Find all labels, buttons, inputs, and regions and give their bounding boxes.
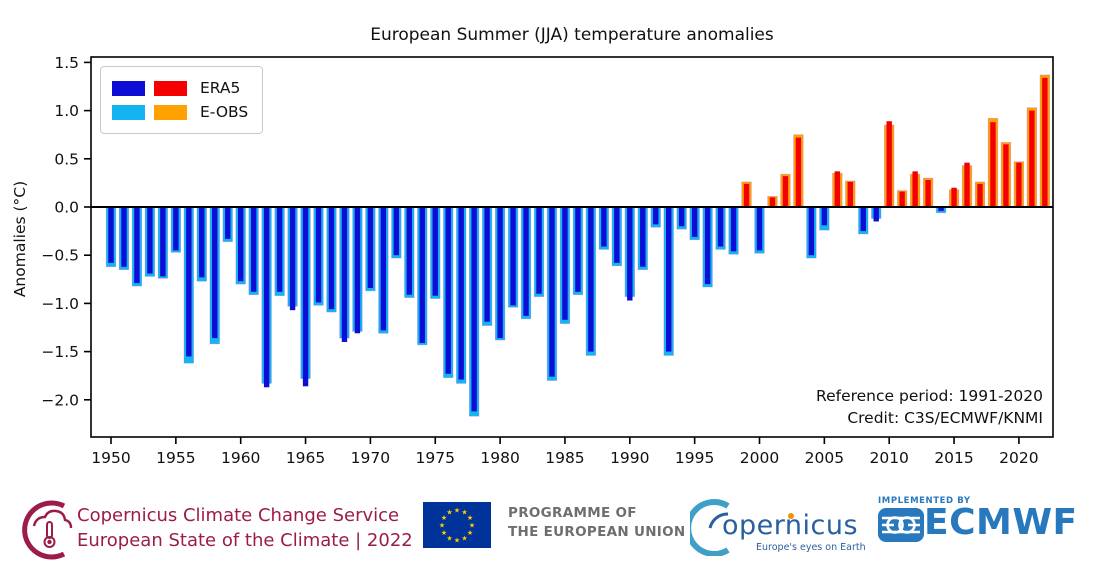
svg-text:1990: 1990 — [610, 449, 649, 467]
eu-line1: PROGRAMME OF — [508, 505, 637, 521]
legend-label-eobs: E-OBS — [200, 103, 249, 121]
svg-text:★: ★ — [441, 529, 447, 537]
svg-text:1995: 1995 — [675, 449, 714, 467]
copernicus-logo — [690, 499, 730, 556]
copernicus-tagline: Europe's eyes on Earth — [756, 542, 866, 553]
svg-text:1.5: 1.5 — [54, 54, 79, 72]
logo-footer: Copernicus Climate Change Service Europe… — [0, 480, 1100, 582]
svg-text:2005: 2005 — [805, 449, 844, 467]
eobs-cyan-swatch — [112, 104, 145, 120]
reference-annotation: Reference period: 1991-2020 Credit: C3S/… — [816, 385, 1043, 429]
svg-text:2020: 2020 — [999, 449, 1038, 467]
svg-text:1950: 1950 — [91, 449, 130, 467]
chart-title: European Summer (JJA) temperature anomal… — [370, 25, 774, 45]
svg-text:★: ★ — [441, 514, 447, 522]
svg-text:0.5: 0.5 — [54, 150, 79, 168]
svg-text:1965: 1965 — [286, 449, 325, 467]
legend-row-era5: ERA5 — [112, 76, 248, 100]
chart-legend: ERA5 E-OBS — [100, 66, 264, 134]
era5-blue-swatch — [112, 80, 145, 96]
svg-text:★: ★ — [439, 522, 445, 530]
eobs-orange-swatch — [154, 104, 187, 120]
svg-text:−1.5: −1.5 — [41, 343, 79, 361]
svg-text:★: ★ — [467, 514, 473, 522]
svg-text:1970: 1970 — [351, 449, 390, 467]
svg-text:2015: 2015 — [934, 449, 973, 467]
svg-text:★: ★ — [469, 522, 475, 530]
svg-text:★: ★ — [446, 535, 452, 543]
svg-text:★: ★ — [461, 509, 467, 517]
svg-text:1.0: 1.0 — [54, 102, 79, 120]
c3s-logo — [22, 500, 73, 560]
svg-text:★: ★ — [461, 535, 467, 543]
svg-text:★: ★ — [467, 529, 473, 537]
svg-text:2010: 2010 — [869, 449, 908, 467]
chart-canvas: 1.5 1.0 0.5 0.0 −0.5 −1.0 −1.5 −2.0 1950 1955 1960… — [41, 54, 1054, 467]
y-axis-label: Anomalies (°C) — [11, 180, 29, 298]
svg-text:★: ★ — [454, 507, 460, 515]
temperature-anomaly-chart: 1.5 1.0 0.5 0.0 −0.5 −1.0 −1.5 −2.0 1950 1955 1960… — [11, 25, 1054, 467]
svg-text:★: ★ — [454, 537, 460, 545]
ecmwf-wordmark: ECMWF — [924, 502, 1078, 543]
svg-text:−2.0: −2.0 — [41, 391, 79, 409]
ecmwf-logo-icon — [878, 508, 924, 542]
svg-text:−0.5: −0.5 — [41, 247, 79, 265]
ecmwf-implemented-by: IMPLEMENTED BY — [878, 496, 971, 506]
svg-text:★: ★ — [446, 509, 452, 517]
svg-text:2000: 2000 — [740, 449, 779, 467]
svg-text:1975: 1975 — [416, 449, 455, 467]
legend-row-eobs: E-OBS — [112, 100, 248, 124]
svg-text:0.0: 0.0 — [54, 199, 79, 217]
svg-text:1960: 1960 — [221, 449, 260, 467]
c3s-line2: European State of the Climate | 2022 — [77, 530, 413, 551]
era5-red-swatch — [154, 80, 187, 96]
svg-text:−1.0: −1.0 — [41, 295, 79, 313]
svg-text:1955: 1955 — [156, 449, 195, 467]
eu-programme-text: PROGRAMME OF THE EUROPEAN UNION — [508, 504, 686, 542]
legend-label-era5: ERA5 — [200, 79, 241, 97]
eu-flag: ★ ★★★★★★★★★★★ — [423, 502, 491, 548]
c3s-text-block: Copernicus Climate Change Service Europe… — [77, 503, 413, 553]
eu-line2: THE EUROPEAN UNION — [508, 524, 686, 540]
reference-period-text: Reference period: 1991-2020 — [816, 387, 1043, 405]
copernicus-orange-dot-icon — [788, 513, 794, 519]
c3s-line1: Copernicus Climate Change Service — [77, 505, 400, 526]
svg-text:1985: 1985 — [545, 449, 584, 467]
credit-text: Credit: C3S/ECMWF/KNMI — [847, 409, 1043, 427]
svg-text:1980: 1980 — [480, 449, 519, 467]
